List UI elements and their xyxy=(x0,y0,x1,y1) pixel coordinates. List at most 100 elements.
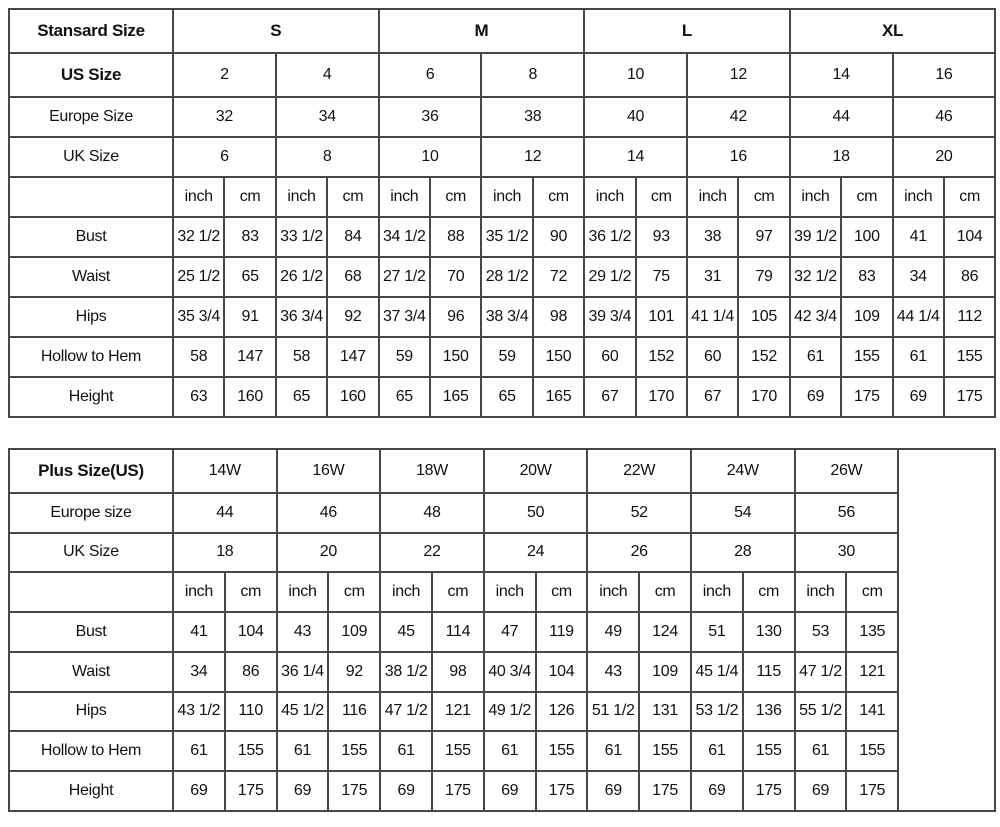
size-value: 42 xyxy=(685,96,791,138)
measurement-value: 155 xyxy=(840,336,894,378)
size-row: Europe Size 32 34 36 38 40 42 44 46 xyxy=(8,96,997,138)
size-value: 24 xyxy=(482,531,589,574)
unit-label: cm xyxy=(638,571,692,614)
measurement-value: 175 xyxy=(327,770,382,812)
unit-label: cm xyxy=(223,176,277,218)
measurement-row: Hollow to Hem 58 147 58 147 59 150 59 150 60 152 60… xyxy=(8,336,997,378)
unit-label: inch xyxy=(480,176,534,218)
row-label: Hips xyxy=(8,690,174,733)
size-value: 54 xyxy=(689,491,796,534)
measurement-value: 35 1/2 xyxy=(480,216,534,258)
unit-label: inch xyxy=(274,176,329,218)
measurement-value: 38 3/4 xyxy=(480,296,534,338)
row-label: Waist xyxy=(8,256,174,298)
measurement-value: 175 xyxy=(534,770,589,812)
measurement-value: 44 1/4 xyxy=(891,296,945,338)
measurement-value: 155 xyxy=(845,730,900,773)
size-group-l: L xyxy=(583,8,791,54)
measurement-value: 150 xyxy=(531,336,586,378)
size-value: 10 xyxy=(583,52,688,98)
measurement-value: 96 xyxy=(428,296,483,338)
unit-label: inch xyxy=(689,571,744,614)
measurement-value: 92 xyxy=(326,296,380,338)
measurement-value: 35 3/4 xyxy=(171,296,226,338)
size-group-s: S xyxy=(172,8,380,54)
measurement-value: 69 xyxy=(172,770,226,812)
measurement-value: 175 xyxy=(840,376,894,418)
measurement-value: 84 xyxy=(326,216,380,258)
standard-size-header: Stansard Size xyxy=(8,8,174,54)
measurement-value: 32 1/2 xyxy=(788,256,843,298)
size-value: 56 xyxy=(793,491,900,534)
measurement-value: 61 xyxy=(793,730,848,773)
size-value: 16 xyxy=(891,52,997,98)
unit-label: inch xyxy=(172,571,226,614)
units-row: inch cm inch cm inch cm inch cm inch cm inch cm inch… xyxy=(8,571,995,614)
measurement-value: 61 xyxy=(788,336,843,378)
measurement-value: 69 xyxy=(788,376,843,418)
measurement-value: 83 xyxy=(223,216,277,258)
measurement-value: 88 xyxy=(428,216,483,258)
size-value: 12 xyxy=(685,52,791,98)
size-value: 8 xyxy=(480,52,586,98)
measurement-value: 41 xyxy=(891,216,945,258)
row-label: UK Size xyxy=(8,136,174,178)
measurement-value: 51 1/2 xyxy=(586,690,641,733)
plus-size-value: 18W xyxy=(379,448,485,494)
measurement-value: 60 xyxy=(583,336,637,378)
size-value: 32 xyxy=(172,96,277,138)
size-value: 8 xyxy=(274,136,380,178)
unit-label: cm xyxy=(741,571,796,614)
measurement-value: 61 xyxy=(379,730,433,773)
measurement-row: Height 63 160 65 160 65 165 65 165 67 170 67 170 69 17… xyxy=(8,376,997,418)
size-value: 6 xyxy=(172,136,277,178)
measurement-value: 124 xyxy=(638,611,692,653)
measurement-value: 49 xyxy=(586,611,641,653)
measurement-value: 27 1/2 xyxy=(377,256,432,298)
measurement-value: 109 xyxy=(638,650,692,693)
measurement-value: 93 xyxy=(634,216,688,258)
unit-label: cm xyxy=(737,176,791,218)
measurement-value: 38 xyxy=(685,216,740,258)
measurement-value: 47 1/2 xyxy=(379,690,433,733)
measurement-value: 68 xyxy=(326,256,380,298)
measurement-value: 155 xyxy=(741,730,796,773)
measurement-value: 61 xyxy=(891,336,945,378)
size-value: 6 xyxy=(377,52,483,98)
plus-size-value: 22W xyxy=(586,448,692,494)
measurement-value: 32 1/2 xyxy=(171,216,226,258)
measurement-value: 59 xyxy=(377,336,432,378)
plus-size-value: 24W xyxy=(689,448,796,494)
size-value: 30 xyxy=(793,531,900,574)
row-label: Waist xyxy=(8,650,174,693)
measurement-value: 69 xyxy=(689,770,744,812)
plus-size-value: 14W xyxy=(172,448,278,494)
measurement-value: 45 xyxy=(379,611,433,653)
measurement-value: 92 xyxy=(327,650,382,693)
measurement-value: 69 xyxy=(586,770,641,812)
unit-label: cm xyxy=(428,176,483,218)
measurement-value: 119 xyxy=(534,611,589,653)
measurement-value: 51 xyxy=(689,611,744,653)
measurement-value: 40 3/4 xyxy=(482,650,537,693)
unit-label: cm xyxy=(942,176,997,218)
size-row: UK Size 6 8 10 12 14 16 18 20 xyxy=(8,136,997,178)
row-label: UK Size xyxy=(8,531,174,574)
size-value: 46 xyxy=(275,491,382,534)
size-value: 44 xyxy=(788,96,894,138)
measurement-value: 175 xyxy=(638,770,692,812)
measurement-value: 34 1/2 xyxy=(377,216,432,258)
plus-size-table: Plus Size(US) 14W 16W 18W 20W 22W 24W 26W Europe… xyxy=(8,448,997,812)
size-value: 14 xyxy=(583,136,688,178)
measurement-value: 141 xyxy=(845,690,900,733)
size-row: US Size 2 4 6 8 10 12 14 16 xyxy=(8,52,997,98)
measurement-value: 63 xyxy=(171,376,226,418)
measurement-value: 104 xyxy=(223,611,278,653)
measurement-value: 175 xyxy=(845,770,900,812)
measurement-value: 98 xyxy=(430,650,485,693)
measurement-value: 41 xyxy=(172,611,226,653)
measurement-value: 55 1/2 xyxy=(793,690,848,733)
measurement-row: Hips 43 1/2 110 45 1/2 116 47 1/2 121 49 1/2 126… xyxy=(8,690,995,733)
measurement-value: 175 xyxy=(223,770,278,812)
measurement-value: 65 xyxy=(223,256,277,298)
